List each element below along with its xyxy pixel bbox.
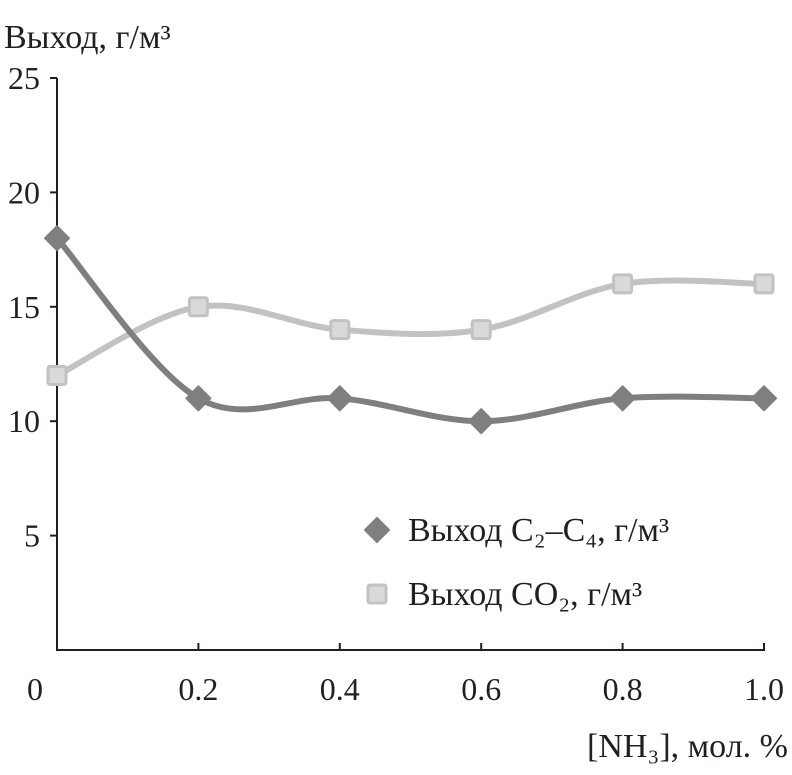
- legend-square-icon: [366, 583, 388, 605]
- data-point-diamond: [326, 385, 353, 412]
- data-point-diamond: [468, 408, 495, 435]
- y-tick-label: 15: [8, 289, 40, 325]
- y-tick-label: 25: [8, 60, 40, 96]
- y-tick-label: 5: [24, 518, 40, 554]
- data-point-square: [612, 273, 634, 295]
- x-tick-label: 0.8: [603, 671, 643, 707]
- legend: Выход C₂–C₄, г/м³ Выход CO₂, г/м³: [364, 512, 669, 613]
- legend-diamond-icon: [364, 517, 390, 543]
- legend-label: Выход CO₂, г/м³: [408, 576, 642, 613]
- series-line: [54, 277, 767, 379]
- data-point-diamond: [751, 385, 777, 412]
- data-point-square: [46, 364, 68, 386]
- x-axis-title: [NH₃], мол. %: [587, 728, 788, 765]
- legend-label: Выход C₂–C₄, г/м³: [408, 512, 669, 549]
- y-tick-label: 10: [8, 403, 40, 439]
- x-tick-label: 0: [27, 671, 43, 707]
- data-point-diamond: [44, 225, 70, 252]
- y-tick-label: 20: [8, 174, 40, 210]
- data-point-square: [187, 296, 209, 318]
- y-axis-title: Выход, г/м³: [4, 19, 171, 56]
- data-point-diamond: [185, 385, 212, 412]
- x-tick-label: 0.6: [461, 671, 501, 707]
- series-line: [54, 235, 767, 425]
- x-tick-label: 1.0: [744, 671, 784, 707]
- data-point-square: [470, 319, 492, 341]
- data-point-square: [753, 273, 775, 295]
- x-tick-label: 0.4: [320, 671, 360, 707]
- data-point-diamond: [609, 385, 636, 412]
- data-point-square: [329, 319, 351, 341]
- x-tick-label: 0.2: [178, 671, 218, 707]
